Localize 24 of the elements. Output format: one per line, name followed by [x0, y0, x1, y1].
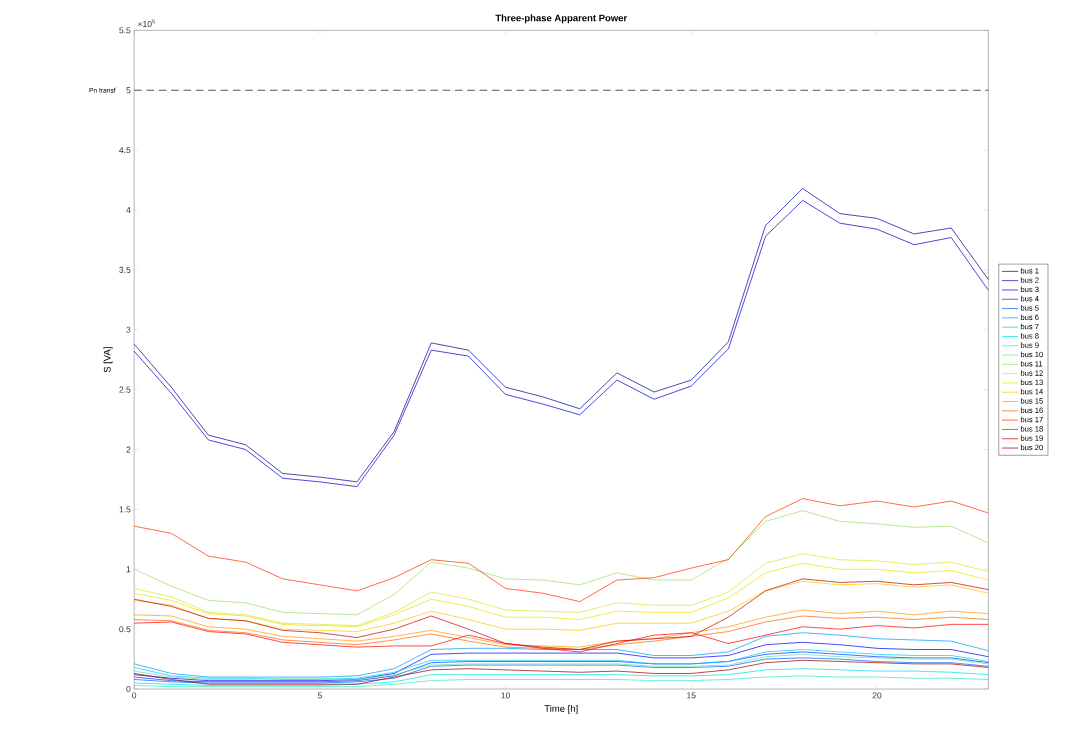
y-tick-label: 2	[126, 446, 131, 453]
y-tick-label: 1.5	[119, 506, 131, 513]
y-tick-label: 5	[126, 87, 131, 94]
x-tick-label: 0	[132, 692, 137, 699]
y-tick-label: 3	[126, 326, 131, 333]
line-series	[133, 578, 989, 651]
x-tick-label: 20	[872, 692, 882, 699]
y-tick-label: 4	[126, 207, 131, 214]
y-tick-label: 0.5	[119, 626, 131, 633]
text: ×10$^{5}$	[138, 19, 155, 28]
y-axis-title: S [VA]	[103, 347, 113, 373]
chart-title: Three-phase Apparent Power	[495, 14, 628, 24]
x-tick-label: 10	[501, 692, 510, 699]
y-tick-label: 0	[126, 686, 131, 693]
y-tick-label: 4.5	[119, 147, 131, 154]
x-axis-title: Time [h]	[544, 705, 578, 714]
y-tick-label: 3.5	[119, 267, 131, 274]
y-tick-label: 5.5	[119, 27, 131, 34]
x-tick-label: 5	[317, 692, 322, 699]
line-series	[133, 510, 989, 616]
y-tick-label: 1	[126, 566, 131, 573]
y-tick-label: 2.5	[119, 386, 131, 393]
line-series	[133, 498, 989, 603]
x-tick-label: 15	[687, 692, 696, 699]
